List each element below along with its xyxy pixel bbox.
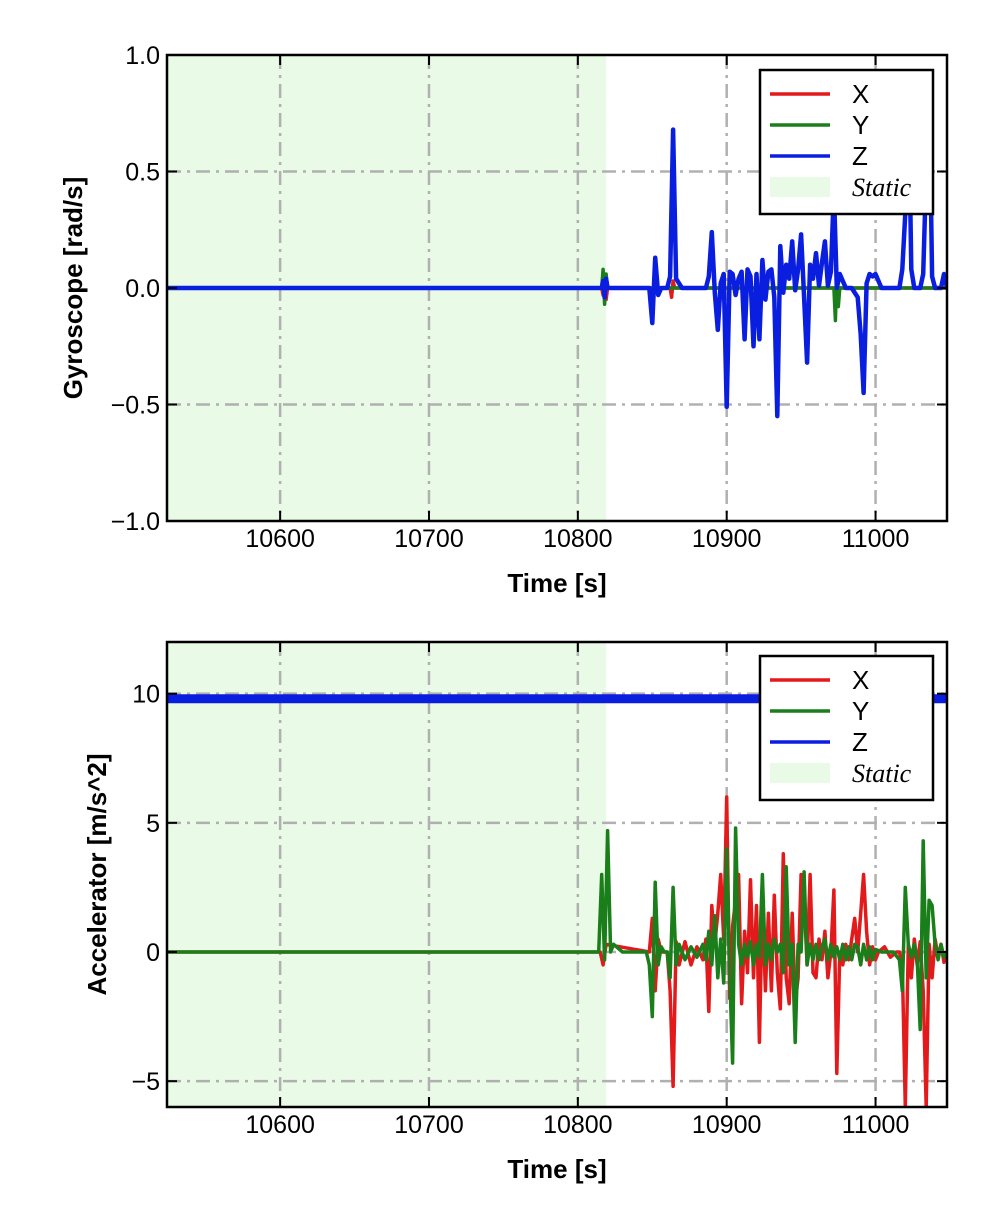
legend-label-x: X — [852, 665, 869, 695]
x-axis-label: Time [s] — [507, 1154, 606, 1184]
accelerator-panel: 10600 10700 10800 10900 11000 −5 0 5 10 Time [s… — [82, 640, 949, 1184]
y-tick-label: 0.5 — [125, 159, 160, 187]
x-tick-label: 10600 — [245, 1111, 315, 1139]
legend-label-x: X — [852, 79, 869, 109]
series-group — [167, 76, 947, 419]
y-tick-labels: −5 0 5 10 — [131, 681, 160, 1096]
y-tick-label: 0 — [146, 939, 160, 967]
legend-label-y: Y — [852, 696, 869, 726]
x-tick-label: 10700 — [394, 525, 464, 553]
x-tick-label: 10900 — [692, 525, 762, 553]
y-tick-label: −5 — [131, 1068, 160, 1096]
y-tick-label: −0.5 — [111, 392, 160, 420]
x-tick-label: 10900 — [692, 1111, 762, 1139]
y-axis-label: Gyroscope [rad/s] — [58, 177, 88, 400]
x-tick-labels: 10600 10700 10800 10900 11000 — [245, 1111, 909, 1139]
x-tick-label: 11000 — [842, 525, 910, 553]
legend-label-static: Static — [852, 759, 912, 788]
legend-label-z: Z — [852, 727, 868, 757]
y-tick-label: −1.0 — [111, 508, 160, 536]
x-tick-label: 10800 — [543, 1111, 613, 1139]
x-axis-label: Time [s] — [507, 568, 606, 598]
y-axis-label: Accelerator [m/s^2] — [82, 753, 112, 995]
tick-marks — [167, 642, 947, 1107]
x-tick-label: 10600 — [245, 525, 315, 553]
tick-marks — [167, 54, 947, 522]
y-tick-label: 1.0 — [125, 42, 160, 70]
static-region — [167, 642, 607, 1107]
x-tick-label: 10800 — [543, 525, 613, 553]
y-tick-label: 10 — [132, 681, 160, 709]
legend: X Y Z Static — [758, 68, 935, 216]
series-line-z — [167, 76, 947, 419]
legend-swatch-static — [770, 177, 830, 197]
y-tick-label: 0.0 — [125, 275, 160, 303]
legend-swatch-static — [770, 763, 830, 783]
x-tick-label: 11000 — [842, 1111, 910, 1139]
legend-label-y: Y — [852, 110, 869, 140]
y-tick-label: 5 — [146, 810, 160, 838]
legend-label-static: Static — [852, 173, 912, 202]
x-tick-label: 10700 — [394, 1111, 464, 1139]
y-tick-labels: −1.0 −0.5 0.0 0.5 1.0 — [111, 42, 160, 536]
legend-label-z: Z — [852, 141, 868, 171]
legend: X Y Z Static — [758, 654, 935, 802]
series-line-y — [167, 826, 947, 1065]
axes-frame — [165, 640, 949, 1109]
gyroscope-panel: 10600 10700 10800 10900 11000 −1.0 −0.5 0.0 0.5… — [58, 42, 949, 598]
x-tick-labels: 10600 10700 10800 10900 11000 — [245, 525, 909, 553]
